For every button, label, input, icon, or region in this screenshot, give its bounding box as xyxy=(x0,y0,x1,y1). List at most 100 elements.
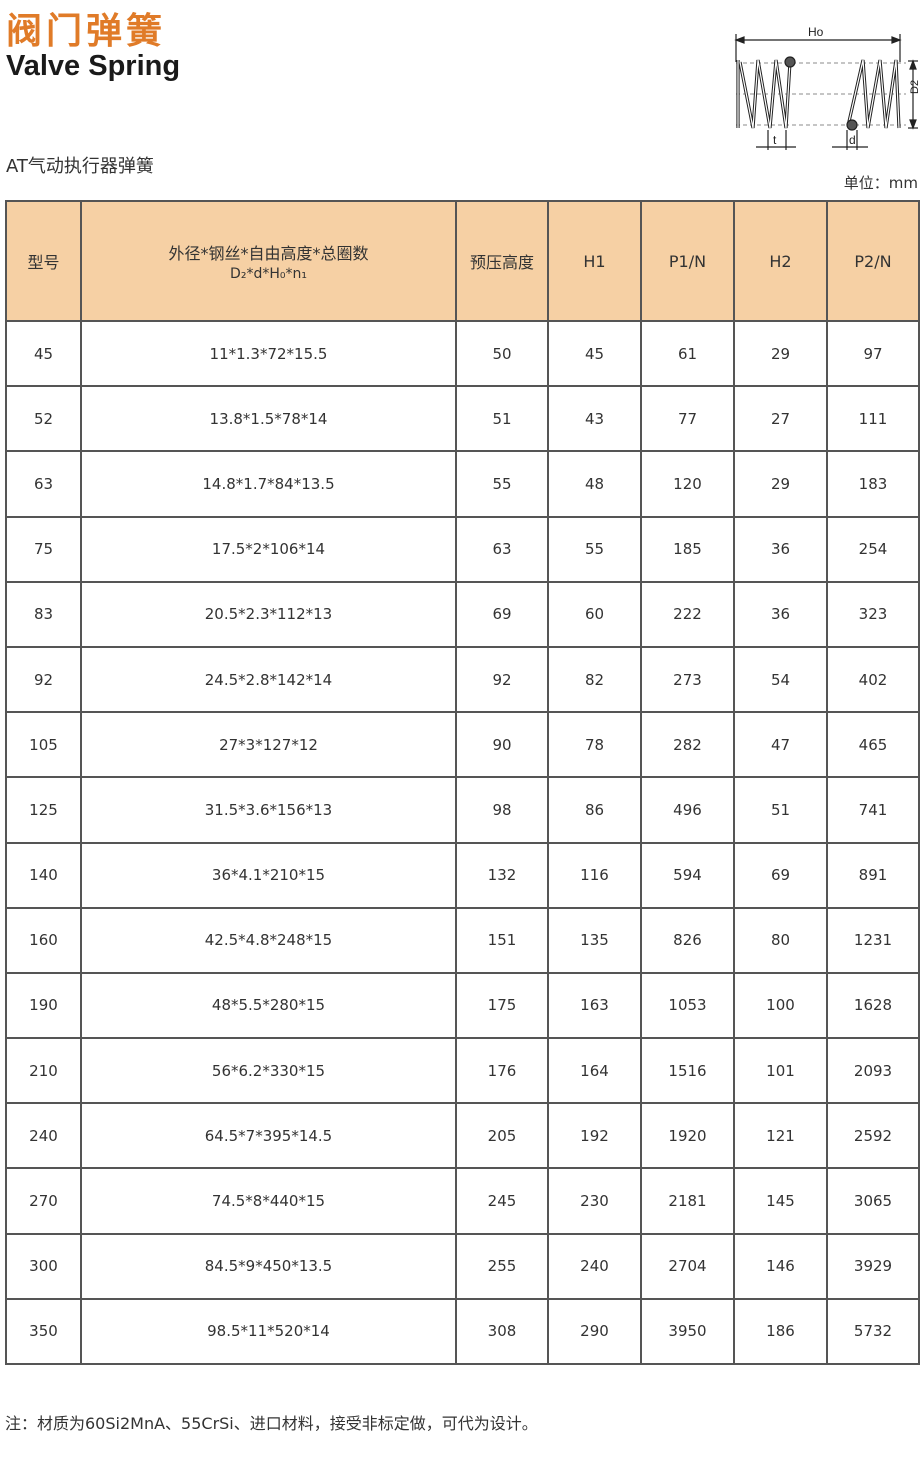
table-row: 105 27*3*127*12 90 78 282 47 465 xyxy=(5,711,920,779)
cell-p1: 61 xyxy=(640,319,735,388)
cell-model: 210 xyxy=(5,1037,82,1105)
cell-h1: 48 xyxy=(547,450,642,518)
cell-model: 160 xyxy=(5,906,82,974)
cell-model: 52 xyxy=(5,385,82,453)
cell-preload-height: 132 xyxy=(455,841,549,909)
cell-preload-height: 92 xyxy=(455,645,549,714)
cell-spec: 48*5.5*280*15 xyxy=(80,971,457,1040)
table-row: 125 31.5*3.6*156*13 98 86 496 51 741 xyxy=(5,776,920,844)
cell-h1: 60 xyxy=(547,580,642,648)
label-ho: Ho xyxy=(808,25,824,39)
cell-model: 45 xyxy=(5,319,82,388)
cell-h2: 51 xyxy=(733,776,828,844)
cell-p2: 2592 xyxy=(826,1102,920,1170)
table-row: 83 20.5*2.3*112*13 69 60 222 36 323 xyxy=(5,580,920,648)
table-row: 350 98.5*11*520*14 308 290 3950 186 5732 xyxy=(5,1297,920,1366)
cell-preload-height: 98 xyxy=(455,776,549,844)
table-header-row: 型号 外径*钢丝*自由高度*总圈数 D₂*d*H₀*n₁ 预压高度 H1 P1/… xyxy=(5,200,920,322)
cell-preload-height: 176 xyxy=(455,1037,549,1105)
cell-spec: 17.5*2*106*14 xyxy=(80,515,457,583)
label-t: t xyxy=(773,133,777,147)
cell-h1: 116 xyxy=(547,841,642,909)
cell-p1: 594 xyxy=(640,841,735,909)
col-header-spec: 外径*钢丝*自由高度*总圈数 D₂*d*H₀*n₁ xyxy=(80,200,457,322)
cell-h1: 43 xyxy=(547,385,642,453)
cell-spec: 11*1.3*72*15.5 xyxy=(80,319,457,388)
cell-h2: 146 xyxy=(733,1232,828,1300)
cell-p2: 183 xyxy=(826,450,920,518)
cell-preload-height: 55 xyxy=(455,450,549,518)
table-row: 300 84.5*9*450*13.5 255 240 2704 146 3929 xyxy=(5,1232,920,1300)
cell-p2: 402 xyxy=(826,645,920,714)
cell-h1: 240 xyxy=(547,1232,642,1300)
cell-p1: 826 xyxy=(640,906,735,974)
cell-preload-height: 151 xyxy=(455,906,549,974)
cell-model: 350 xyxy=(5,1297,82,1366)
cell-p1: 77 xyxy=(640,385,735,453)
cell-spec: 20.5*2.3*112*13 xyxy=(80,580,457,648)
cell-h1: 55 xyxy=(547,515,642,583)
cell-spec: 56*6.2*330*15 xyxy=(80,1037,457,1105)
cell-model: 105 xyxy=(5,711,82,779)
page-title-en: Valve Spring xyxy=(6,50,181,82)
spring-spec-table: 型号 外径*钢丝*自由高度*总圈数 D₂*d*H₀*n₁ 预压高度 H1 P1/… xyxy=(5,200,920,1366)
page-title-cn: 阀门弹簧 xyxy=(6,11,167,52)
cell-model: 140 xyxy=(5,841,82,909)
cell-p1: 273 xyxy=(640,645,735,714)
unit-label: 单位：mm xyxy=(843,174,918,192)
table-row: 160 42.5*4.8*248*15 151 135 826 80 1231 xyxy=(5,906,920,974)
cell-p2: 1628 xyxy=(826,971,920,1040)
label-d: d xyxy=(849,133,856,147)
cell-spec: 24.5*2.8*142*14 xyxy=(80,645,457,714)
col-header-p2: P2/N xyxy=(826,200,920,322)
cell-p1: 3950 xyxy=(640,1297,735,1366)
cell-model: 63 xyxy=(5,450,82,518)
footnote: 注：材质为60Si2MnA、55CrSi、进口材料，接受非标定做，可代为设计。 xyxy=(5,1414,538,1433)
cell-spec: 13.8*1.5*78*14 xyxy=(80,385,457,453)
cell-h2: 69 xyxy=(733,841,828,909)
cell-preload-height: 175 xyxy=(455,971,549,1040)
cell-h2: 47 xyxy=(733,711,828,779)
cell-p2: 5732 xyxy=(826,1297,920,1366)
cell-h1: 45 xyxy=(547,319,642,388)
cell-p1: 2704 xyxy=(640,1232,735,1300)
cell-preload-height: 50 xyxy=(455,319,549,388)
col-header-spec-formula: D₂*d*H₀*n₁ xyxy=(230,266,307,282)
cell-preload-height: 255 xyxy=(455,1232,549,1300)
cell-h2: 101 xyxy=(733,1037,828,1105)
cell-h1: 164 xyxy=(547,1037,642,1105)
cell-h1: 78 xyxy=(547,711,642,779)
table-row: 45 11*1.3*72*15.5 50 45 61 29 97 xyxy=(5,319,920,388)
cell-spec: 42.5*4.8*248*15 xyxy=(80,906,457,974)
cell-h1: 290 xyxy=(547,1297,642,1366)
cell-model: 92 xyxy=(5,645,82,714)
cell-preload-height: 51 xyxy=(455,385,549,453)
cell-p2: 891 xyxy=(826,841,920,909)
col-header-model: 型号 xyxy=(5,200,82,322)
cell-spec: 14.8*1.7*84*13.5 xyxy=(80,450,457,518)
col-header-h2: H2 xyxy=(733,200,828,322)
cell-preload-height: 245 xyxy=(455,1167,549,1235)
cell-model: 83 xyxy=(5,580,82,648)
table-row: 92 24.5*2.8*142*14 92 82 273 54 402 xyxy=(5,645,920,714)
cell-spec: 98.5*11*520*14 xyxy=(80,1297,457,1366)
cell-preload-height: 69 xyxy=(455,580,549,648)
table-row: 240 64.5*7*395*14.5 205 192 1920 121 2592 xyxy=(5,1102,920,1170)
cell-h2: 27 xyxy=(733,385,828,453)
cell-p2: 3065 xyxy=(826,1167,920,1235)
label-d2: D2 xyxy=(909,80,921,94)
cell-p1: 496 xyxy=(640,776,735,844)
cell-h2: 29 xyxy=(733,319,828,388)
cell-spec: 31.5*3.6*156*13 xyxy=(80,776,457,844)
cell-p2: 465 xyxy=(826,711,920,779)
cell-h1: 163 xyxy=(547,971,642,1040)
cell-p2: 111 xyxy=(826,385,920,453)
cell-h2: 80 xyxy=(733,906,828,974)
cell-p1: 282 xyxy=(640,711,735,779)
cell-p1: 1053 xyxy=(640,971,735,1040)
cell-h2: 100 xyxy=(733,971,828,1040)
cell-preload-height: 90 xyxy=(455,711,549,779)
cell-p1: 222 xyxy=(640,580,735,648)
spring-diagram: Ho D2 t d xyxy=(734,25,921,150)
cell-model: 75 xyxy=(5,515,82,583)
